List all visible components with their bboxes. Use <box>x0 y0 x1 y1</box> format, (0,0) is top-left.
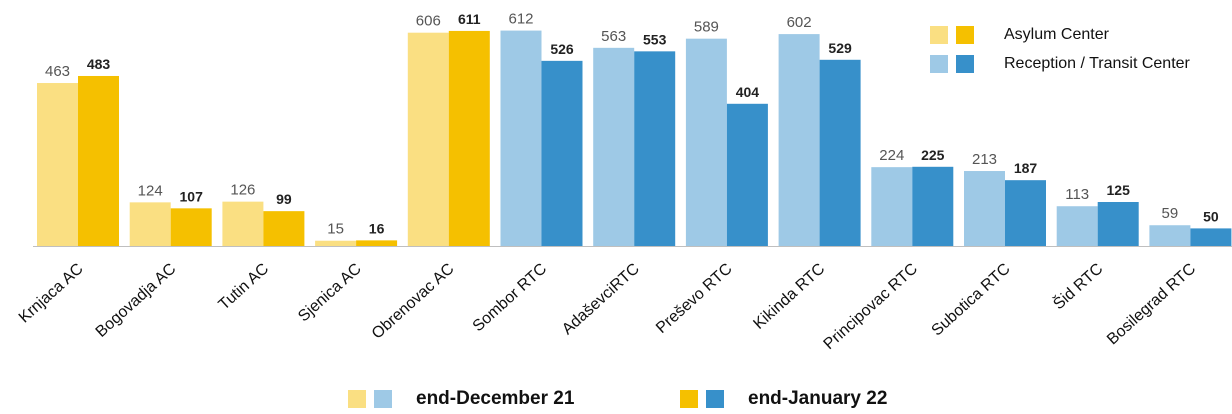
bar-subotica-rtc-december <box>964 171 1005 246</box>
legend-label-end-january-22: end-January 22 <box>748 388 888 409</box>
bar-krnjaca-ac-january <box>78 75 119 246</box>
data-label-subotica-rtc-december: 213 <box>972 151 997 168</box>
bar-bogovadja-ac-january <box>170 208 212 246</box>
bar-adasevcirtc-december <box>593 47 635 246</box>
data-label-presevo-rtc-january: 404 <box>736 84 760 100</box>
data-label-tutin-ac-january: 99 <box>276 191 292 207</box>
bar-sombor-rtc-december <box>500 30 542 246</box>
x-tick-label-bosilegrad-rtc: Bosilegrad RTC <box>1104 260 1199 348</box>
x-tick-label-presevo-rtc: Preševo RTC <box>653 260 736 337</box>
data-label-kikinda-rtc-december: 602 <box>787 14 812 31</box>
bar-group-obrenovac-ac: 606 611 Obrenovac AC <box>369 11 490 343</box>
legend-swatch-december-rtc <box>374 390 392 408</box>
data-label-bogovadja-ac-december: 124 <box>138 182 163 199</box>
data-label-presevo-rtc-december: 589 <box>694 19 719 36</box>
data-label-obrenovac-ac-december: 606 <box>416 13 441 30</box>
legend-item-reception-transit-center: Reception / Transit Center <box>930 53 1190 75</box>
legend-swatch-january-rtc <box>706 390 724 408</box>
x-tick-label-krnjaca-ac: Krnjaca AC <box>16 260 87 326</box>
data-label-bogovadja-ac-january: 107 <box>180 188 204 204</box>
data-label-principovac-rtc-december: 224 <box>879 147 904 164</box>
legend-swatch-rtc-january <box>956 55 974 73</box>
legend-item-asylum-center: Asylum Center <box>930 24 1109 46</box>
data-label-adasevcirtc-january: 553 <box>643 31 667 47</box>
bar-principovac-rtc-january <box>912 166 954 246</box>
data-label-kikinda-rtc-january: 529 <box>828 40 852 56</box>
x-tick-label-sid-rtc: Šid RTC <box>1049 259 1106 313</box>
x-tick-label-tutin-ac: Tutin AC <box>216 260 273 313</box>
bar-sjenica-ac-december <box>315 240 357 246</box>
bar-tutin-ac-december <box>222 201 264 246</box>
bar-adasevcirtc-january <box>634 51 676 247</box>
bar-sid-rtc-december <box>1056 206 1098 246</box>
data-label-principovac-rtc-january: 225 <box>921 147 945 163</box>
x-tick-label-subotica-rtc: Subotica RTC <box>928 260 1013 339</box>
x-tick-label-sjenica-ac: Sjenica AC <box>295 260 365 325</box>
legend-item-end-december-21: end-December 21 <box>348 388 574 410</box>
x-tick-label-adasevcirtc: AdaševciRTC <box>559 260 643 338</box>
bar-sid-rtc-january <box>1097 202 1139 246</box>
bar-bogovadja-ac-december <box>129 202 171 246</box>
data-label-krnjaca-ac-december: 463 <box>45 63 70 80</box>
legend-item-end-january-22: end-January 22 <box>680 388 887 410</box>
bar-principovac-rtc-december <box>871 167 913 246</box>
data-label-adasevcirtc-december: 563 <box>601 28 626 45</box>
bar-bosilegrad-rtc-december <box>1149 225 1191 246</box>
bar-group-sid-rtc: 113 125 Šid RTC <box>1049 182 1139 313</box>
bar-presevo-rtc-december <box>685 38 727 247</box>
bar-presevo-rtc-january <box>726 103 768 247</box>
data-label-sjenica-ac-december: 15 <box>327 221 344 238</box>
x-tick-label-principovac-rtc: Principovac RTC <box>821 260 921 353</box>
data-label-bosilegrad-rtc-december: 59 <box>1162 205 1179 222</box>
data-label-sombor-rtc-december: 612 <box>508 11 533 28</box>
bar-obrenovac-ac-january <box>448 30 490 247</box>
bar-group-sjenica-ac: 15 16 Sjenica AC <box>295 220 398 325</box>
legend-label-reception-transit-center: Reception / Transit Center <box>1004 55 1190 72</box>
data-label-sjenica-ac-january: 16 <box>369 220 385 236</box>
data-label-krnjaca-ac-january: 483 <box>87 56 111 72</box>
legend-swatch-asylum-december <box>930 26 948 44</box>
bar-kikinda-rtc-december <box>778 34 820 246</box>
legend-swatch-rtc-december <box>930 55 948 73</box>
bar-sombor-rtc-january <box>541 60 583 247</box>
bar-obrenovac-ac-december <box>407 32 449 246</box>
bar-krnjaca-ac-december <box>37 83 78 246</box>
legend-label-end-december-21: end-December 21 <box>416 388 575 409</box>
legend-swatch-asylum-january <box>956 26 974 44</box>
legend-label-asylum-center: Asylum Center <box>1004 26 1109 43</box>
bar-subotica-rtc-january <box>1005 180 1046 246</box>
bar-group-tutin-ac: 126 99 Tutin AC <box>216 182 305 314</box>
data-label-sid-rtc-january: 125 <box>1107 182 1131 198</box>
bar-group-krnjaca-ac: 463 483 Krnjaca AC <box>16 56 119 327</box>
bar-tutin-ac-january <box>263 211 305 246</box>
data-label-obrenovac-ac-january: 611 <box>458 11 481 27</box>
data-label-sombor-rtc-january: 526 <box>550 41 574 57</box>
legend-swatch-december-ac <box>348 390 366 408</box>
data-label-tutin-ac-december: 126 <box>230 182 255 199</box>
x-tick-label-sombor-rtc: Sombor RTC <box>470 260 551 335</box>
data-label-sid-rtc-december: 113 <box>1065 186 1089 203</box>
bar-sjenica-ac-january <box>356 240 398 246</box>
x-tick-label-bogovadja-ac: Bogovadja AC <box>93 260 180 340</box>
data-label-bosilegrad-rtc-january: 50 <box>1203 208 1219 224</box>
x-tick-label-kikinda-rtc: Kikinda RTC <box>750 260 828 333</box>
bar-bosilegrad-rtc-january <box>1190 228 1232 246</box>
legend-swatch-january-ac <box>680 390 698 408</box>
bar-kikinda-rtc-january <box>819 59 861 247</box>
x-tick-label-obrenovac-ac: Obrenovac AC <box>369 260 458 342</box>
data-label-subotica-rtc-january: 187 <box>1014 160 1038 176</box>
